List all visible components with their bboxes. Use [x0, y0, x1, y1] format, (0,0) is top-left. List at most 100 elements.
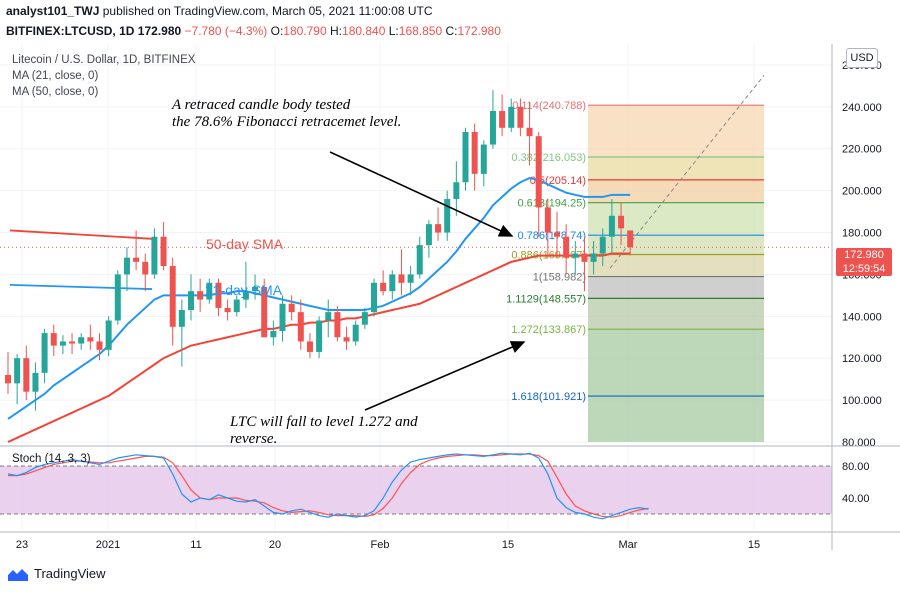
candle-body	[169, 266, 176, 327]
candle	[517, 98, 524, 137]
price-tick-label: 180.000	[842, 228, 882, 240]
candle	[23, 345, 30, 401]
time-tick-label: 11	[190, 539, 201, 551]
candle	[50, 324, 57, 357]
fib-zone	[588, 202, 764, 236]
stoch-tick-label: 40.00	[842, 493, 870, 505]
candle-body	[554, 232, 560, 237]
candle	[361, 307, 368, 329]
annotation-top: A retraced candle body tested the 78.6% …	[172, 97, 402, 130]
candle	[197, 278, 204, 313]
candle-body	[87, 337, 94, 342]
candle-body	[371, 282, 377, 313]
time-tick-label: Feb	[371, 539, 390, 551]
candle	[14, 354, 21, 405]
stoch-d-line	[8, 453, 649, 518]
candle-body	[389, 274, 396, 292]
candle	[590, 240, 597, 275]
candle-body	[590, 253, 597, 262]
candle	[5, 351, 11, 394]
footer-brand-name: TradingView	[34, 566, 106, 581]
fib-label: 1.618(101.921)	[511, 391, 586, 403]
price-tick-label: 240.000	[842, 102, 882, 114]
candle	[371, 278, 377, 317]
candle-body	[334, 312, 341, 338]
candle	[425, 219, 432, 258]
candle	[151, 228, 158, 279]
candle	[242, 261, 249, 308]
candle-body	[14, 358, 21, 384]
candle-body	[425, 224, 432, 246]
candle-body	[572, 253, 579, 258]
candle	[160, 222, 167, 271]
candle-body	[599, 236, 606, 254]
candle-body	[178, 310, 185, 327]
candle	[407, 266, 414, 296]
candle	[343, 326, 350, 350]
candle	[178, 299, 185, 367]
candle-body	[444, 199, 451, 233]
candle	[224, 299, 231, 321]
candle	[142, 253, 149, 292]
candle-body	[133, 257, 140, 262]
candle	[59, 335, 66, 355]
legend-ma50[interactable]: MA (50, close, 0)	[12, 86, 99, 98]
stoch-k-line	[7, 452, 649, 520]
candle	[288, 295, 295, 321]
legend-ma21[interactable]: MA (21, close, 0)	[12, 70, 99, 82]
stoch-tick-label: 80.00	[842, 461, 870, 473]
candle	[261, 278, 268, 338]
candle	[325, 299, 332, 338]
currency-button[interactable]: USD	[846, 48, 878, 68]
candle	[618, 203, 625, 246]
fib-zone	[588, 276, 764, 299]
candle-body	[343, 337, 350, 342]
candle-body	[270, 330, 277, 338]
legend-title: Litecoin / U.S. Dollar, 1D, BITFINEX	[12, 54, 196, 66]
price-tick-label: 100.000	[842, 395, 882, 407]
fib-label: 1(158.982)	[533, 272, 586, 284]
last-price-tag: 172.980 12:59:54	[836, 248, 892, 276]
candle	[480, 140, 487, 187]
stoch-legend[interactable]: Stoch (14, 3, 3)	[12, 453, 91, 465]
candle	[78, 333, 85, 350]
tradingview-logo-icon	[8, 568, 28, 581]
candle-body	[306, 341, 313, 352]
fib-zone	[588, 298, 764, 330]
candle-body	[206, 282, 213, 300]
symbol-name[interactable]: BITFINEX:LTCUSD, 1D	[6, 24, 135, 38]
candle-body	[151, 236, 158, 275]
ma50-old-line	[9, 229, 153, 240]
candle-body	[517, 106, 524, 128]
fib-label: 0.382(216.053)	[511, 152, 586, 164]
price-tick-label: 200.000	[842, 186, 882, 198]
ma21-line	[7, 177, 631, 420]
candle	[133, 230, 140, 271]
candle-body	[288, 303, 295, 313]
candle	[499, 94, 506, 137]
candle-body	[480, 144, 487, 174]
candle-body	[627, 230, 634, 248]
candle-body	[69, 341, 76, 344]
candle-body	[233, 299, 240, 313]
candle	[105, 316, 112, 357]
arrow-top	[329, 151, 514, 237]
fib-zone	[588, 396, 764, 442]
candle-body	[508, 106, 515, 128]
candle	[453, 161, 460, 216]
candle	[508, 98, 515, 132]
fib-label: 1.1129(148.557)	[506, 293, 586, 305]
chart-legend: Litecoin / U.S. Dollar, 1D, BITFINEX MA …	[12, 52, 195, 100]
candle	[608, 199, 615, 254]
candle	[188, 274, 194, 321]
candle	[572, 240, 579, 275]
footer-brand[interactable]: TradingView	[8, 566, 106, 581]
author-name[interactable]: analyst101_TWJ	[6, 4, 100, 18]
candle-body	[581, 253, 588, 262]
candle-body	[544, 207, 551, 233]
candle	[306, 333, 313, 359]
price-tag-countdown: 12:59:54	[842, 263, 886, 275]
fib-label: 1.272(133.867)	[511, 324, 586, 336]
candle	[416, 236, 423, 279]
